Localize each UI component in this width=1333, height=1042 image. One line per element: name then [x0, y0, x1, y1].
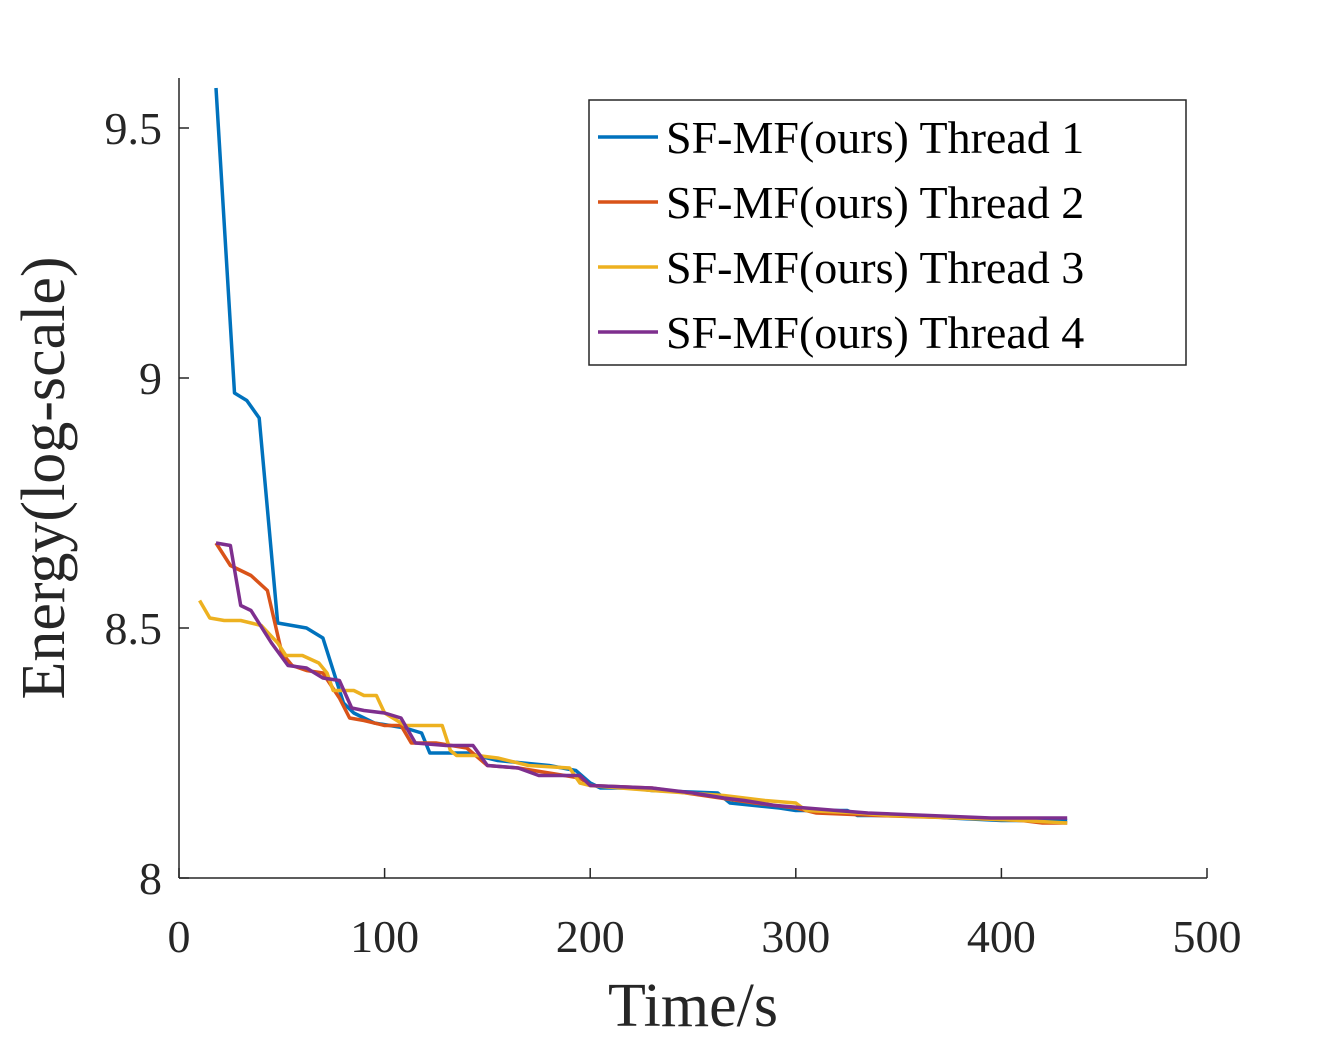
x-tick-label: 100	[350, 911, 419, 962]
plot-area	[198, 87, 1068, 825]
series-line-thread-4	[215, 541, 1068, 820]
y-tick-label: 8.5	[105, 603, 163, 654]
legend-box	[588, 99, 1187, 366]
legend-label-thread-4: SF-MF(ours) Thread 4	[666, 307, 1084, 358]
y-tick-label: 9	[139, 353, 162, 404]
x-tick-label: 200	[556, 911, 625, 962]
x-tick-label: 0	[168, 911, 191, 962]
y-tick-label: 9.5	[105, 103, 163, 154]
tick-labels: 0 100 200 300 400 500 8 8.5 9 9.5	[105, 103, 1242, 962]
x-tick-label: 500	[1173, 911, 1242, 962]
legend-label-thread-1: SF-MF(ours) Thread 1	[666, 112, 1084, 163]
legend: SF-MF(ours) Thread 1 SF-MF(ours) Thread 2…	[588, 99, 1187, 366]
y-tick-label: 8	[139, 853, 162, 904]
series-line-thread-3	[198, 599, 1068, 825]
legend-label-thread-3: SF-MF(ours) Thread 3	[666, 242, 1084, 293]
legend-label-thread-2: SF-MF(ours) Thread 2	[666, 177, 1084, 228]
y-axis-label: Energy(log-scale)	[10, 257, 78, 700]
axes	[178, 78, 1208, 879]
x-tick-label: 300	[761, 911, 830, 962]
x-tick-label: 400	[967, 911, 1036, 962]
series-line-thread-2	[214, 542, 1068, 825]
x-axis-label: Time/s	[608, 972, 778, 1040]
